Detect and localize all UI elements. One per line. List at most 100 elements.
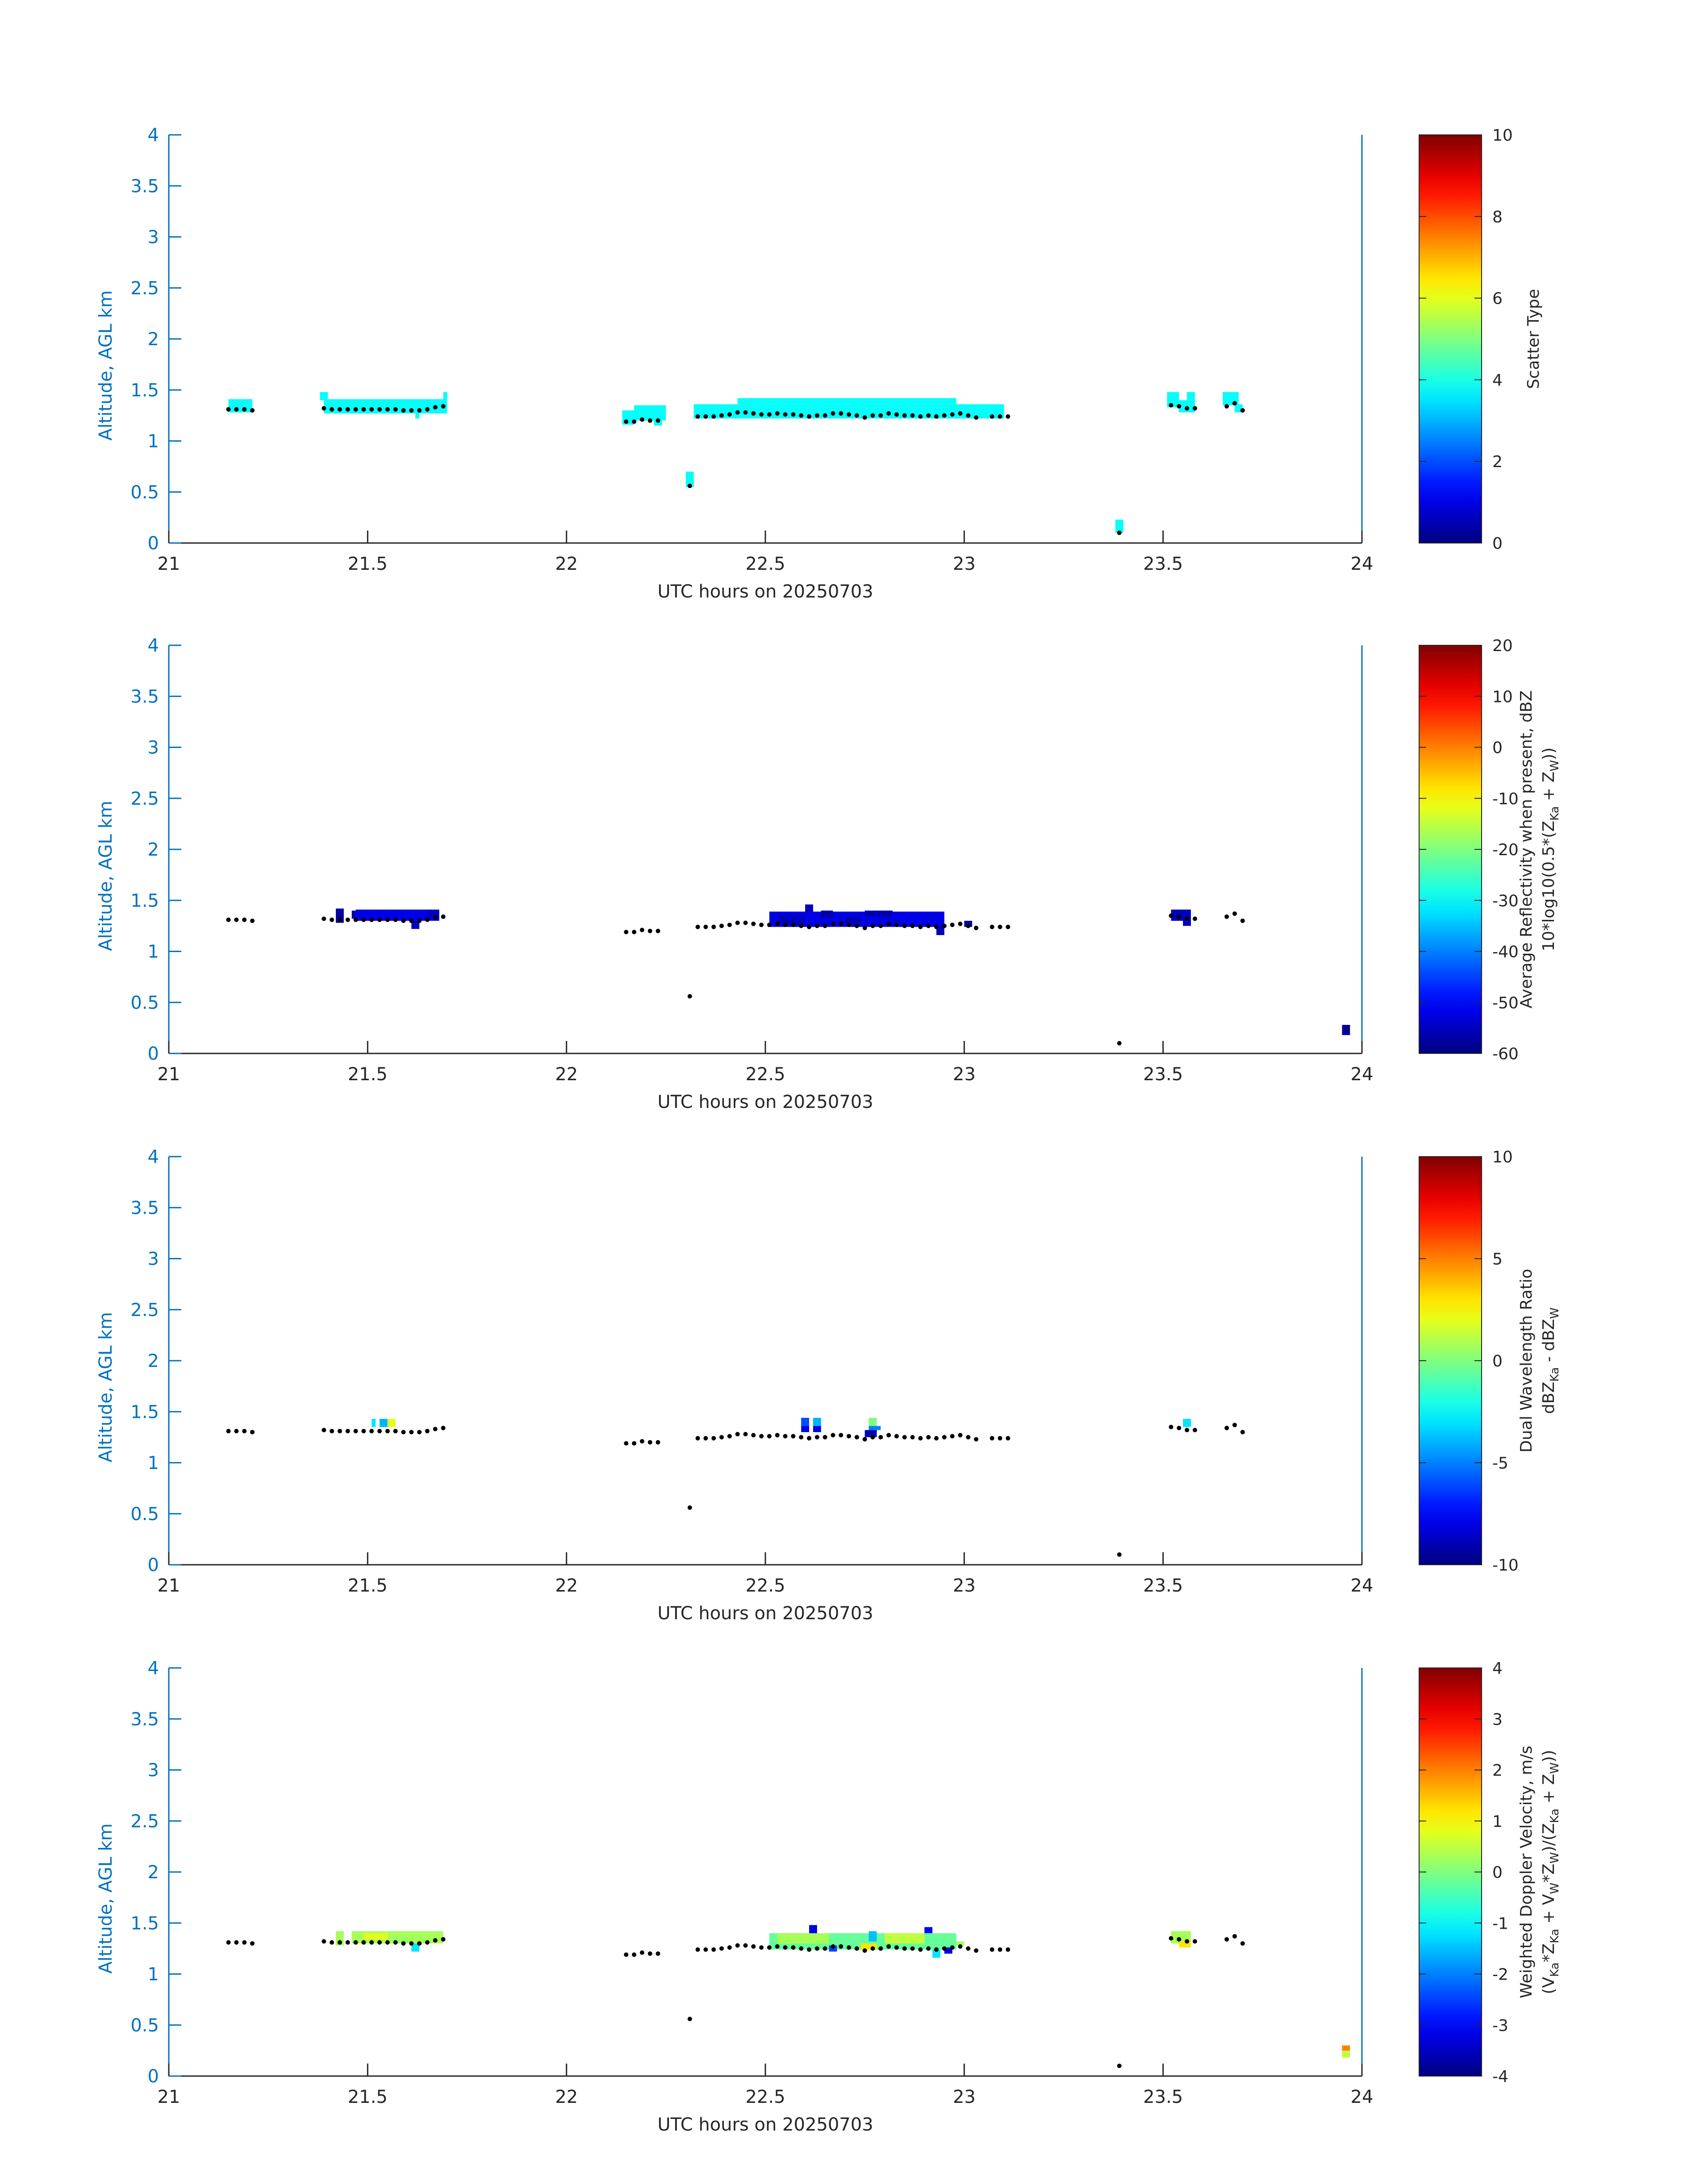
cloud-base-point xyxy=(719,1435,724,1440)
cloud-base-point xyxy=(998,924,1002,929)
cloud-base-point xyxy=(242,407,247,412)
cloud-base-point xyxy=(942,1946,947,1951)
cloud-base-point xyxy=(369,917,374,922)
cloud-base-point xyxy=(369,407,374,412)
cloud-base-point xyxy=(814,1946,819,1951)
cloud-base-point xyxy=(337,407,342,412)
cloud-base-point xyxy=(958,1433,963,1437)
cloud-base-point xyxy=(353,1429,358,1433)
cloud-base-point xyxy=(910,923,915,928)
cloud-base-point xyxy=(886,1433,891,1437)
heatmap-cell xyxy=(324,399,447,414)
heatmap-cell xyxy=(415,412,420,419)
cloud-base-point xyxy=(759,923,764,928)
cloud-base-point xyxy=(950,1434,955,1439)
cloud-base-point xyxy=(226,1429,231,1433)
cloud-base-point xyxy=(656,1951,660,1956)
cloud-base-point xyxy=(687,2017,692,2022)
cloud-base-point xyxy=(950,412,955,417)
cloud-base-point xyxy=(990,1436,994,1441)
heatmap-cell xyxy=(801,1426,809,1432)
formula-part: )/(Z xyxy=(1540,1823,1558,1852)
heatmap-cell xyxy=(932,1949,940,1958)
cloud-base-point xyxy=(242,917,247,922)
cloud-base-point xyxy=(234,1940,239,1945)
cloud-base-point xyxy=(727,1434,732,1439)
cloud-base-point xyxy=(345,1940,350,1945)
cloud-base-point xyxy=(234,917,239,922)
cloud-base-point xyxy=(226,407,231,412)
cloud-base-point xyxy=(441,1425,446,1430)
x-tick-label: 24 xyxy=(1351,554,1374,574)
cloud-base-point xyxy=(806,924,811,929)
y-axis-title: Altitude, AGL km xyxy=(96,801,116,951)
cloud-base-point xyxy=(870,1435,875,1440)
cloud-base-point xyxy=(1006,414,1011,419)
cloud-base-point xyxy=(902,923,907,928)
cloud-base-point xyxy=(711,1436,716,1441)
colorbar-tick-label: 8 xyxy=(1492,208,1503,226)
cloud-base-point xyxy=(433,915,438,920)
cloud-base-point xyxy=(823,1435,827,1440)
x-tick-label: 23 xyxy=(953,1575,976,1596)
formula-part: *Z xyxy=(1540,1864,1558,1883)
x-tick-label: 23.5 xyxy=(1143,1064,1183,1085)
heatmap-cell xyxy=(380,1419,388,1427)
x-tick-label: 22.5 xyxy=(745,1575,785,1596)
cloud-base-point xyxy=(727,923,732,928)
cloud-base-point xyxy=(806,414,811,419)
colorbar-tick-label: 3 xyxy=(1492,1710,1503,1729)
cloud-base-point xyxy=(711,924,716,929)
cloud-base-point xyxy=(791,923,796,928)
heatmap-cell xyxy=(351,911,356,919)
colorbar-tick-label: 2 xyxy=(1492,1762,1503,1780)
cloud-base-point xyxy=(1117,1041,1122,1046)
heatmap-cell xyxy=(411,1943,420,1952)
cloud-base-point xyxy=(823,413,827,418)
cloud-base-point xyxy=(775,1944,780,1949)
heatmap-cell xyxy=(443,392,447,401)
colorbar-tick-label: -20 xyxy=(1492,841,1519,859)
cloud-base-point xyxy=(1224,404,1229,409)
y-tick-label: 0.5 xyxy=(130,482,159,503)
cloud-base-point xyxy=(639,928,644,932)
cloud-base-point xyxy=(974,1948,979,1953)
heatmap-cell xyxy=(821,911,833,918)
cloud-base-point xyxy=(958,1944,963,1949)
cloud-base-point xyxy=(791,412,796,417)
cloud-base-point xyxy=(695,1947,700,1952)
cloud-base-point xyxy=(393,407,398,412)
colorbar-formula: dBZKa - dBZW xyxy=(1540,1308,1562,1414)
heatmap-cell xyxy=(777,915,806,925)
cloud-base-point xyxy=(894,412,899,417)
y-tick-label: 0 xyxy=(148,2066,159,2087)
cloud-base-point xyxy=(743,1432,748,1437)
cloud-base-point xyxy=(886,921,891,926)
cloud-base-point xyxy=(409,918,414,923)
cloud-base-point xyxy=(831,411,835,416)
cloud-base-point xyxy=(775,411,780,416)
cloud-base-point xyxy=(799,1435,804,1440)
y-tick-label: 4 xyxy=(148,635,159,656)
cloud-base-point xyxy=(799,923,804,928)
cloud-base-point xyxy=(839,1944,844,1949)
x-axis-title: UTC hours on 20250703 xyxy=(657,2114,873,2135)
heatmap-cell xyxy=(869,1417,877,1426)
x-tick-label: 23 xyxy=(953,554,976,574)
cloud-base-point xyxy=(624,1441,629,1446)
formula-part: Ka xyxy=(1548,1962,1562,1977)
colorbar-tick-label: -2 xyxy=(1492,1966,1508,1984)
formula-part: *Z xyxy=(1540,1943,1558,1963)
cloud-base-point xyxy=(1232,1422,1237,1427)
cloud-base-point xyxy=(934,1436,939,1441)
x-axis-title: UTC hours on 20250703 xyxy=(657,1603,873,1624)
cloud-base-markers xyxy=(226,1934,1245,2068)
cloud-base-point xyxy=(735,410,740,415)
cloud-base-point xyxy=(918,1947,923,1952)
cloud-base-point xyxy=(974,925,979,930)
colorbar-tick-label: -4 xyxy=(1492,2068,1508,2086)
cloud-base-point xyxy=(1192,916,1197,921)
y-tick-label: 1.5 xyxy=(130,890,159,911)
cloud-base-point xyxy=(1006,1436,1011,1441)
